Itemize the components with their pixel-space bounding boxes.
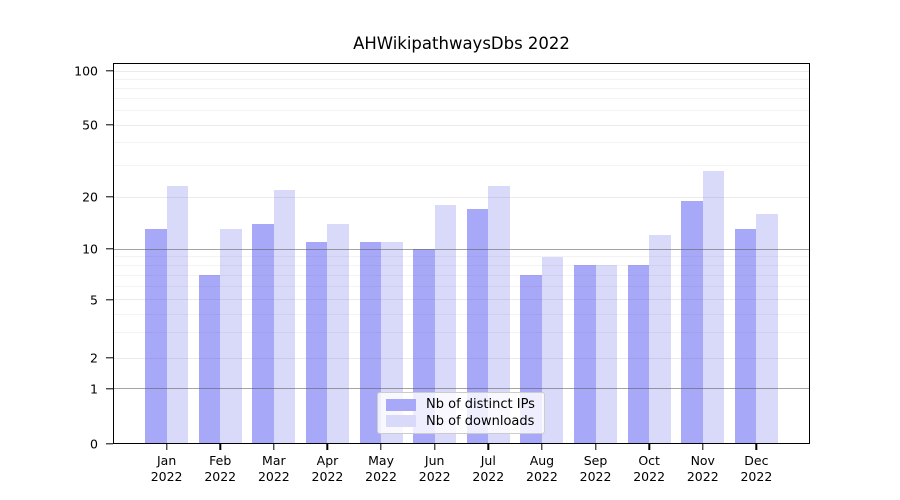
bar-jun-downloads xyxy=(434,204,457,444)
gridline-minor-4 xyxy=(113,313,810,315)
grid-layer xyxy=(113,63,810,444)
x-tick-label-dec: Dec 2022 xyxy=(740,453,773,484)
y-tick-mark-5 xyxy=(106,299,113,301)
gridline-light-2 xyxy=(113,357,810,359)
x-tick-label-jan: Jan 2022 xyxy=(150,453,183,484)
gridline-minor-7 xyxy=(113,274,810,276)
y-tick-mark-0 xyxy=(106,443,113,445)
bar-jul-downloads xyxy=(488,186,510,444)
gridline-minor-80 xyxy=(113,87,810,89)
gridline-minor-90 xyxy=(113,78,810,80)
chart-title: AHWikipathwaysDbs 2022 xyxy=(353,34,570,53)
x-tick-mark-aug xyxy=(541,444,543,450)
gridline-minor-30 xyxy=(113,164,810,166)
bar-jul-distinct-ips xyxy=(466,209,489,444)
x-tick-mark-may xyxy=(380,444,382,450)
x-tick-mark-dec xyxy=(755,444,758,450)
bar-jan-distinct-ips xyxy=(145,229,167,444)
x-tick-mark-sep xyxy=(594,444,597,450)
x-tick-label-mar: Mar 2022 xyxy=(257,453,290,484)
bar-mar-downloads xyxy=(273,189,296,444)
x-tick-label-aug: Aug 2022 xyxy=(526,453,558,484)
legend-item-distinct-ips: Nb of distinct IPs xyxy=(378,397,544,412)
gridline-light-5 xyxy=(113,299,810,301)
y-tick-mark-100 xyxy=(106,70,113,72)
legend-swatch-distinct-ips xyxy=(386,398,416,411)
y-tick-label-1: 1 xyxy=(90,381,98,397)
bar-oct-downloads xyxy=(649,235,671,444)
x-tick-label-jul: Jul 2022 xyxy=(472,453,505,484)
x-tick-label-nov: Nov 2022 xyxy=(686,453,719,484)
gridline-light-50 xyxy=(113,124,810,126)
x-tick-label-apr: Apr 2022 xyxy=(311,453,344,484)
x-tick-mark-oct xyxy=(648,444,650,450)
gridline-major-1 xyxy=(113,388,810,390)
x-axis: Jan 2022 Feb 2022 Mar 2022 Apr 2022 May 2022… xyxy=(113,444,810,500)
x-tick-mark-jan xyxy=(165,444,168,450)
x-tick-label-oct: Oct 2022 xyxy=(633,453,666,484)
bar-dec-distinct-ips xyxy=(734,229,757,444)
legend-label-distinct-ips: Nb of distinct IPs xyxy=(426,397,535,413)
bar-feb-downloads xyxy=(220,229,242,444)
x-tick-label-jun: Jun 2022 xyxy=(418,453,451,484)
bar-apr-distinct-ips xyxy=(306,241,328,444)
y-axis: 0 1 2 5 10 20 50 100 xyxy=(0,63,113,452)
bar-oct-distinct-ips xyxy=(627,265,650,444)
y-tick-label-5: 5 xyxy=(90,292,98,308)
gridline-minor-60 xyxy=(113,110,810,112)
y-tick-mark-50 xyxy=(106,124,113,126)
y-tick-label-10: 10 xyxy=(82,241,98,257)
y-tick-mark-10 xyxy=(106,248,113,250)
bar-sep-distinct-ips xyxy=(574,265,596,444)
gridline-minor-9 xyxy=(113,256,810,258)
x-tick-mark-mar xyxy=(273,444,275,450)
bar-aug-downloads xyxy=(541,256,564,444)
gridline-major-10 xyxy=(113,248,810,250)
bar-may-distinct-ips xyxy=(359,241,382,444)
legend-swatch-downloads xyxy=(386,415,416,428)
bar-nov-downloads xyxy=(702,170,725,444)
bar-sep-downloads xyxy=(595,265,617,444)
y-tick-mark-2 xyxy=(106,357,113,359)
gridline-minor-40 xyxy=(113,142,810,144)
y-tick-label-20: 20 xyxy=(82,189,98,205)
x-tick-label-may: May 2022 xyxy=(365,453,397,484)
gridline-light-100 xyxy=(113,70,810,72)
bar-nov-distinct-ips xyxy=(681,200,703,444)
bar-dec-downloads xyxy=(756,213,778,444)
plot-area: Nb of distinct IPs Nb of downloads xyxy=(113,63,810,444)
x-tick-mark-jul xyxy=(487,444,489,450)
y-tick-label-100: 100 xyxy=(74,63,98,79)
legend: Nb of distinct IPs Nb of downloads xyxy=(377,392,545,434)
y-tick-mark-1 xyxy=(106,388,113,390)
bars-layer xyxy=(113,63,810,444)
gridline-light-20 xyxy=(113,196,810,198)
y-tick-label-2: 2 xyxy=(90,350,98,366)
gridline-minor-8 xyxy=(113,264,810,266)
x-tick-mark-feb xyxy=(219,444,221,450)
y-tick-label-0: 0 xyxy=(90,436,98,452)
legend-item-downloads: Nb of downloads xyxy=(378,414,544,429)
gridline-minor-6 xyxy=(113,286,810,288)
legend-label-downloads: Nb of downloads xyxy=(426,413,535,429)
bar-feb-distinct-ips xyxy=(198,275,221,444)
x-tick-label-sep: Sep 2022 xyxy=(579,453,612,484)
gridline-minor-3 xyxy=(113,331,810,333)
bar-jan-downloads xyxy=(166,186,189,444)
x-tick-mark-jun xyxy=(433,444,436,450)
y-tick-mark-20 xyxy=(106,196,113,198)
y-tick-label-50: 50 xyxy=(82,117,98,133)
x-tick-mark-nov xyxy=(702,444,704,450)
x-tick-label-feb: Feb 2022 xyxy=(204,453,237,484)
x-tick-mark-apr xyxy=(326,444,329,450)
gridline-minor-70 xyxy=(113,98,810,100)
